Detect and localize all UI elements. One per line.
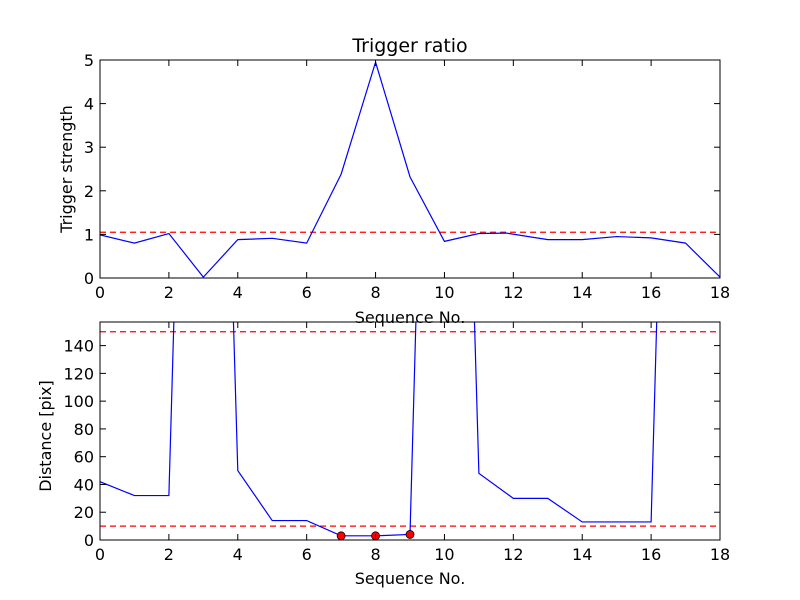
bottom-y-tick-label: 120 [63,364,94,383]
top-y-tick-label: 2 [84,182,94,201]
top-x-tick-label: 14 [572,283,592,302]
bottom-y-axis-label: Distance [pix] [36,380,55,492]
top-x-tick-label: 4 [233,283,243,302]
bottom-x-tick-label: 8 [370,545,380,564]
bottom-series-group [100,322,658,537]
bottom-x-tick-label: 12 [503,545,523,564]
bottom-x-tick-label: 10 [434,545,454,564]
top-x-tick-label: 16 [641,283,661,302]
bottom-plot-frame [99,321,721,541]
top-y-tick-label: 3 [84,138,94,157]
top-y-axis-label: Trigger strength [57,105,76,234]
bottom-x-tick-label: 16 [641,545,661,564]
bottom-markers-group [336,530,415,541]
top-y-tick-label: 1 [84,225,94,244]
bottom-x-ticks: 0 2 4 6 8 10 12 14 16 18 [95,322,730,564]
top-x-tick-label: 10 [434,283,454,302]
bottom-y-tick-label: 20 [74,503,94,522]
top-x-tick-label: 8 [370,283,380,302]
bottom-y-ticks: 0 20 40 60 80 100 120 140 [63,337,720,550]
bottom-series-line [100,322,658,537]
top-y-tick-label: 0 [84,269,94,288]
top-x-tick-label: 18 [710,283,730,302]
bottom-x-tick-label: 6 [302,545,312,564]
top-chart-title: Trigger ratio [351,35,467,57]
bottom-chart: 0 2 4 6 8 10 12 14 16 18 0 20 40 60 80 100 120 140 Seque… [36,321,730,588]
top-series-group [100,60,720,278]
bottom-marker-point [405,530,415,539]
top-x-ticks: 0 2 4 6 8 10 12 14 16 18 [95,60,730,302]
top-x-tick-label: 12 [503,283,523,302]
bottom-y-tick-label: 40 [74,475,94,494]
bottom-y-tick-label: 0 [84,531,94,550]
top-y-tick-label: 4 [84,95,94,114]
bottom-x-axis-label: Sequence No. [355,569,466,588]
bottom-y-tick-label: 100 [63,392,94,411]
top-x-tick-label: 0 [95,283,105,302]
top-y-tick-label: 5 [84,51,94,70]
bottom-y-tick-label: 140 [63,337,94,356]
bottom-x-tick-label: 2 [164,545,174,564]
bottom-y-tick-label: 80 [74,420,94,439]
top-x-axis-label: Sequence No. [355,308,466,327]
top-x-tick-label: 6 [302,283,312,302]
top-x-tick-label: 2 [164,283,174,302]
bottom-x-tick-label: 14 [572,545,592,564]
top-series-line [100,60,720,278]
bottom-x-tick-label: 18 [710,545,730,564]
top-plot-frame [99,59,721,279]
bottom-x-tick-label: 0 [95,545,105,564]
top-y-ticks: 0 1 2 3 4 5 [84,51,720,288]
bottom-y-tick-label: 60 [74,448,94,467]
bottom-x-tick-label: 4 [233,545,243,564]
bottom-marker-point [336,531,346,541]
